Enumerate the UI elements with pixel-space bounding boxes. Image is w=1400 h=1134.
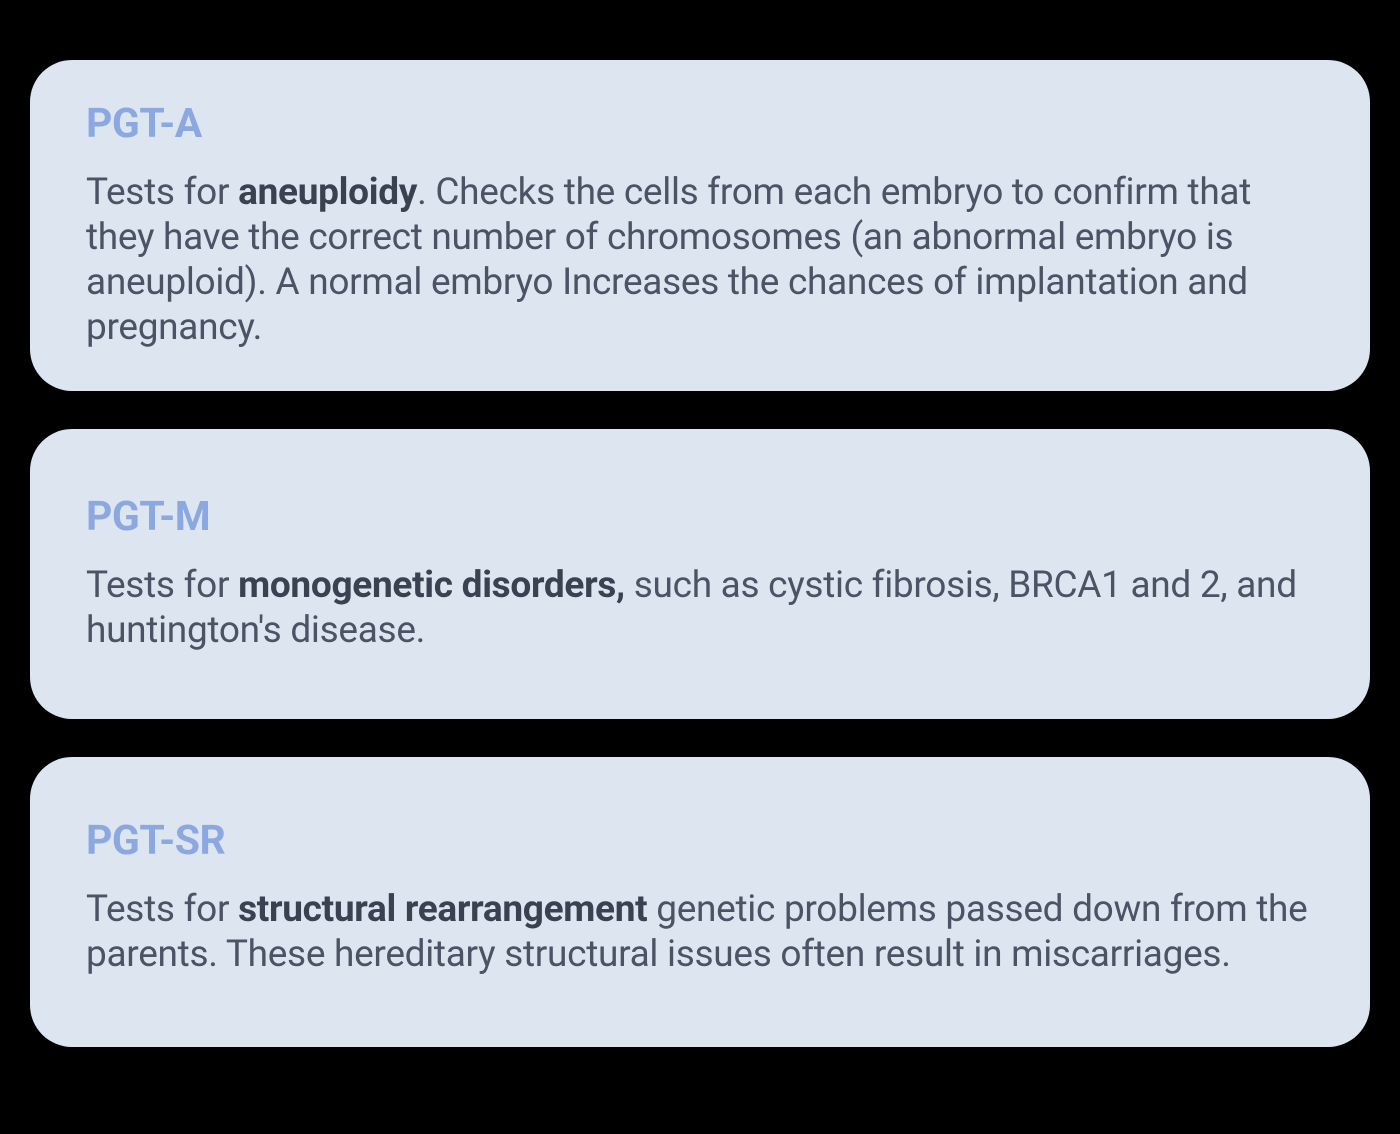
body-text-bold: monogenetic disorders,	[238, 564, 625, 607]
info-card-pgt-m: PGT-M Tests for monogenetic disorders, s…	[30, 429, 1370, 719]
card-body: Tests for structural rearrangement genet…	[86, 887, 1314, 977]
card-title: PGT-M	[86, 493, 1314, 541]
body-text-bold: aneuploidy	[238, 171, 417, 214]
body-text-bold: structural rearrangement	[238, 888, 647, 931]
card-title: PGT-SR	[86, 817, 1314, 865]
info-card-pgt-a: PGT-A Tests for aneuploidy. Checks the c…	[30, 60, 1370, 391]
card-body: Tests for aneuploidy. Checks the cells f…	[86, 170, 1314, 351]
card-title: PGT-A	[86, 100, 1314, 148]
body-text-pre: Tests for	[86, 564, 238, 607]
body-text-pre: Tests for	[86, 171, 238, 214]
body-text-pre: Tests for	[86, 888, 238, 931]
card-body: Tests for monogenetic disorders, such as…	[86, 563, 1314, 653]
info-card-pgt-sr: PGT-SR Tests for structural rearrangemen…	[30, 757, 1370, 1047]
